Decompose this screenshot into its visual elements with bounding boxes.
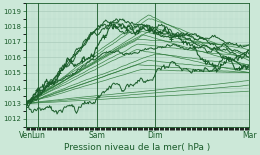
X-axis label: Pression niveau de la mer( hPa ): Pression niveau de la mer( hPa ) xyxy=(64,143,211,152)
